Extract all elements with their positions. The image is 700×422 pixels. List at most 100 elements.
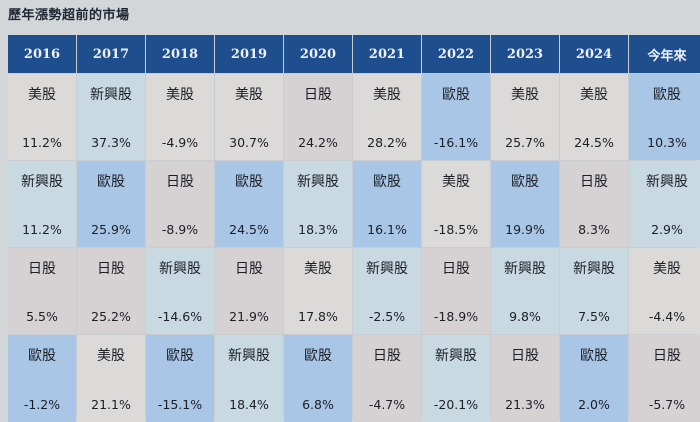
return-value: 21.9% (229, 309, 269, 324)
table-cell: 日股 5.5% (8, 248, 76, 334)
market-label: 新興股 (435, 348, 477, 364)
table-cell: 美股 -18.5% (422, 161, 490, 247)
header-2018: 2018 (146, 35, 214, 73)
market-label: 日股 (304, 87, 332, 103)
table-cell: 歐股 2.0% (560, 335, 628, 422)
market-label: 美股 (304, 261, 332, 277)
market-label: 歐股 (28, 348, 56, 364)
table-cell: 歐股 6.8% (284, 335, 352, 422)
market-label: 美股 (166, 87, 194, 103)
return-value: 18.3% (298, 222, 338, 237)
market-label: 歐股 (166, 348, 194, 364)
table-cell: 新興股 37.3% (77, 74, 145, 160)
table-cell: 新興股 18.4% (215, 335, 283, 422)
return-value: 24.5% (574, 135, 614, 150)
table-cell: 日股 21.9% (215, 248, 283, 334)
market-label: 新興股 (90, 87, 132, 103)
return-value: 25.9% (91, 222, 131, 237)
return-value: -20.1% (433, 397, 479, 412)
market-label: 日股 (373, 348, 401, 364)
return-value: -18.5% (433, 222, 479, 237)
market-label: 歐股 (373, 174, 401, 190)
return-value: -4.4% (648, 309, 686, 324)
table-cell: 新興股 18.3% (284, 161, 352, 247)
market-label: 美股 (653, 261, 681, 277)
market-label: 新興股 (366, 261, 408, 277)
return-value: 17.8% (298, 309, 338, 324)
header-2020: 2020 (284, 35, 352, 73)
market-label: 歐股 (304, 348, 332, 364)
return-value: 37.3% (91, 135, 131, 150)
header-ytd: 今年來 (629, 35, 700, 73)
table-cell: 新興股 7.5% (560, 248, 628, 334)
market-label: 歐股 (97, 174, 125, 190)
table-cell: 歐股 -1.2% (8, 335, 76, 422)
table-cell: 歐股 -16.1% (422, 74, 490, 160)
table-cell: 歐股 19.9% (491, 161, 559, 247)
market-label: 美股 (373, 87, 401, 103)
table-cell: 美股 11.2% (8, 74, 76, 160)
header-2021: 2021 (353, 35, 421, 73)
table-cell: 新興股 -14.6% (146, 248, 214, 334)
return-value: 2.0% (578, 397, 610, 412)
market-label: 美股 (97, 348, 125, 364)
return-value: -4.9% (161, 135, 199, 150)
market-label: 新興股 (646, 174, 688, 190)
return-value: 19.9% (505, 222, 545, 237)
return-value: 11.2% (22, 222, 62, 237)
return-value: 25.7% (505, 135, 545, 150)
return-value: 21.3% (505, 397, 545, 412)
return-value: 30.7% (229, 135, 269, 150)
return-value: 16.1% (367, 222, 407, 237)
market-label: 新興股 (573, 261, 615, 277)
table-cell: 歐股 24.5% (215, 161, 283, 247)
return-value: 10.3% (647, 135, 687, 150)
header-2017: 2017 (77, 35, 145, 73)
return-value: 5.5% (26, 309, 58, 324)
market-label: 日股 (580, 174, 608, 190)
return-value: -8.9% (161, 222, 199, 237)
table-cell: 日股 -8.9% (146, 161, 214, 247)
return-value: 11.2% (22, 135, 62, 150)
return-value: 25.2% (91, 309, 131, 324)
market-label: 新興股 (228, 348, 270, 364)
table-cell: 新興股 2.9% (629, 161, 700, 247)
table-cell: 日股 -18.9% (422, 248, 490, 334)
table-cell: 日股 21.3% (491, 335, 559, 422)
market-label: 日股 (97, 261, 125, 277)
table-cell: 美股 17.8% (284, 248, 352, 334)
table-cell: 新興股 -2.5% (353, 248, 421, 334)
return-value: -2.5% (368, 309, 406, 324)
return-value: -4.7% (368, 397, 406, 412)
market-label: 美股 (580, 87, 608, 103)
header-2023: 2023 (491, 35, 559, 73)
return-value: -5.7% (648, 397, 686, 412)
market-label: 美股 (442, 174, 470, 190)
table-cell: 日股 8.3% (560, 161, 628, 247)
table-cell: 歐股 16.1% (353, 161, 421, 247)
market-label: 美股 (235, 87, 263, 103)
table-cell: 歐股 10.3% (629, 74, 700, 160)
table-cell: 美股 -4.4% (629, 248, 700, 334)
return-value: -14.6% (157, 309, 203, 324)
market-label: 歐股 (511, 174, 539, 190)
market-label: 歐股 (580, 348, 608, 364)
table-cell: 美股 25.7% (491, 74, 559, 160)
table-cell: 歐股 25.9% (77, 161, 145, 247)
market-label: 歐股 (442, 87, 470, 103)
market-label: 歐股 (653, 87, 681, 103)
return-value: 9.8% (509, 309, 541, 324)
return-value: -16.1% (433, 135, 479, 150)
table-cell: 美股 30.7% (215, 74, 283, 160)
table-cell: 新興股 11.2% (8, 161, 76, 247)
table-cell: 日股 -4.7% (353, 335, 421, 422)
market-label: 新興股 (159, 261, 201, 277)
return-value: 7.5% (578, 309, 610, 324)
page-title: 歷年漲勢超前的市場 (8, 8, 130, 23)
market-label: 新興股 (297, 174, 339, 190)
market-label: 日股 (28, 261, 56, 277)
header-2016: 2016 (8, 35, 76, 73)
return-value: 24.5% (229, 222, 269, 237)
return-value: -1.2% (23, 397, 61, 412)
